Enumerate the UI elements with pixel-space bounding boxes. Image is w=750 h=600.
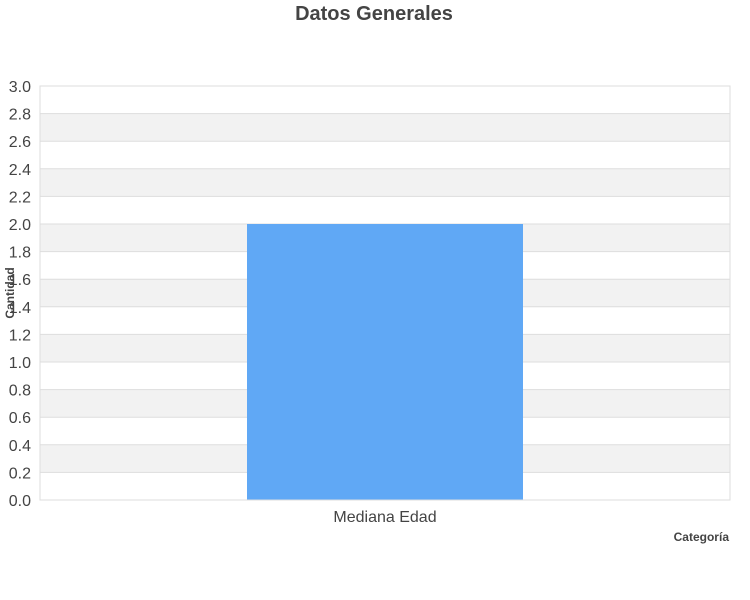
y-tick-label: 1.8 <box>9 245 31 262</box>
y-tick-label: 1.6 <box>9 272 31 289</box>
y-tick-label: 0.8 <box>9 383 31 400</box>
y-axis-ticks: 0.0 0.2 0.4 0.6 0.8 1.0 1.2 1.4 1.6 1.8 2.0 2.2 2.4 2… <box>9 79 31 510</box>
x-tick-label: Mediana Edad <box>333 509 436 526</box>
y-axis-title: Cantidad <box>3 267 17 318</box>
y-tick-label: 0.4 <box>9 438 31 455</box>
y-tick-label: 1.0 <box>9 355 31 372</box>
background-band <box>40 196 730 224</box>
y-tick-label: 2.4 <box>9 162 31 179</box>
y-tick-label: 3.0 <box>9 79 31 96</box>
bar[interactable] <box>247 224 523 500</box>
chart-title: Datos Generales <box>295 3 453 25</box>
y-tick-label: 1.4 <box>9 300 31 317</box>
y-tick-label: 1.2 <box>9 327 31 344</box>
y-tick-label: 2.6 <box>9 134 31 151</box>
bars <box>247 224 523 500</box>
background-band <box>40 168 730 197</box>
background-band <box>40 86 730 114</box>
x-axis-title: Categoría <box>674 530 730 544</box>
y-tick-label: 2.8 <box>9 107 31 124</box>
y-tick-label: 0.6 <box>9 410 31 427</box>
background-band <box>40 113 730 142</box>
x-axis-ticks: Mediana Edad <box>333 509 436 526</box>
y-tick-label: 2.2 <box>9 189 31 206</box>
y-tick-label: 2.0 <box>9 217 31 234</box>
y-tick-label: 0.0 <box>9 493 31 510</box>
plot-frame <box>39 85 731 501</box>
background-band <box>40 141 730 169</box>
y-tick-label: 0.2 <box>9 465 31 482</box>
